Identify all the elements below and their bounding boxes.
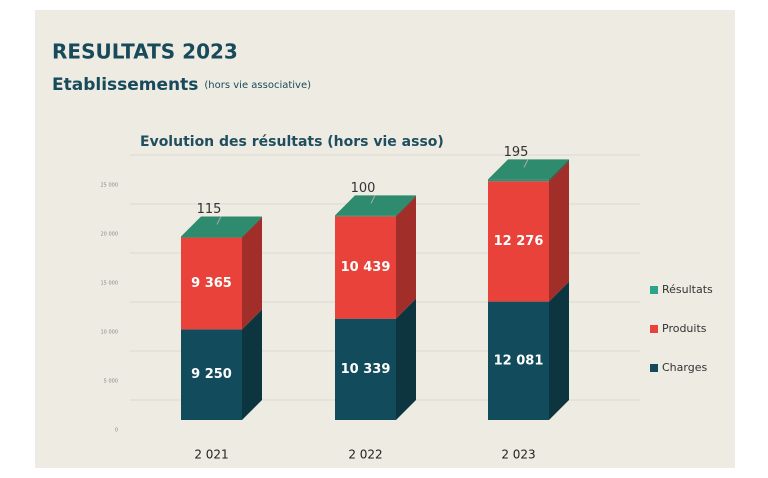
bar-segment <box>335 215 396 217</box>
heading-note: (hors vie associative) <box>204 80 311 91</box>
value-label: 195 <box>504 145 529 160</box>
value-label: 9 250 <box>191 367 232 382</box>
bar-segment <box>488 301 549 420</box>
y-tick-label: 0 <box>115 428 118 434</box>
bar-segment <box>335 318 396 420</box>
bar-side <box>396 196 416 319</box>
bar-side <box>242 217 262 330</box>
y-tick-label: 15 000 <box>101 281 119 287</box>
bar-top <box>335 195 416 216</box>
bar-side <box>396 298 416 420</box>
leader-line <box>216 216 222 225</box>
bar-top <box>488 159 569 180</box>
bar-segment <box>335 216 396 319</box>
value-label: 9 365 <box>191 276 232 291</box>
legend-label: Résultats <box>662 283 713 296</box>
value-label: 10 339 <box>341 362 391 377</box>
bar-segment <box>488 181 549 302</box>
leader-line <box>370 195 376 204</box>
x-tick-label: 2 022 <box>348 448 382 462</box>
legend-swatch <box>650 325 658 333</box>
value-label: 100 <box>351 181 376 196</box>
bar-top <box>181 216 262 237</box>
value-label: 115 <box>197 202 222 217</box>
bar-side <box>242 216 262 238</box>
bar-side <box>549 281 569 420</box>
bar-segment <box>181 236 242 238</box>
bar-side <box>242 309 262 420</box>
x-tick-label: 2 021 <box>194 448 228 462</box>
bar-segment <box>181 329 242 420</box>
bar-segment <box>488 179 549 182</box>
bar-side <box>396 195 416 217</box>
slide-heading: Etablissements (hors vie associative) <box>52 75 311 95</box>
y-tick-label: 25 000 <box>101 183 119 189</box>
slide-title: RESULTATS 2023 <box>52 40 238 64</box>
value-label: 12 276 <box>494 234 544 249</box>
legend-label: Charges <box>662 361 707 374</box>
y-tick-label: 5 000 <box>104 379 118 385</box>
leader-line <box>523 159 529 168</box>
x-tick-label: 2 023 <box>501 448 535 462</box>
legend-swatch <box>650 364 658 372</box>
bar-side <box>549 161 569 302</box>
bar-side <box>549 159 569 182</box>
bar-segment <box>181 237 242 330</box>
legend-label: Produits <box>662 322 707 335</box>
y-tick-label: 10 000 <box>101 330 119 336</box>
chart-title: Evolution des résultats (hors vie asso) <box>140 134 444 150</box>
legend-swatch <box>650 286 658 294</box>
y-tick-label: 20 000 <box>101 232 119 238</box>
value-label: 12 081 <box>494 353 544 368</box>
value-label: 10 439 <box>341 260 391 275</box>
heading: Etablissements <box>52 75 198 95</box>
